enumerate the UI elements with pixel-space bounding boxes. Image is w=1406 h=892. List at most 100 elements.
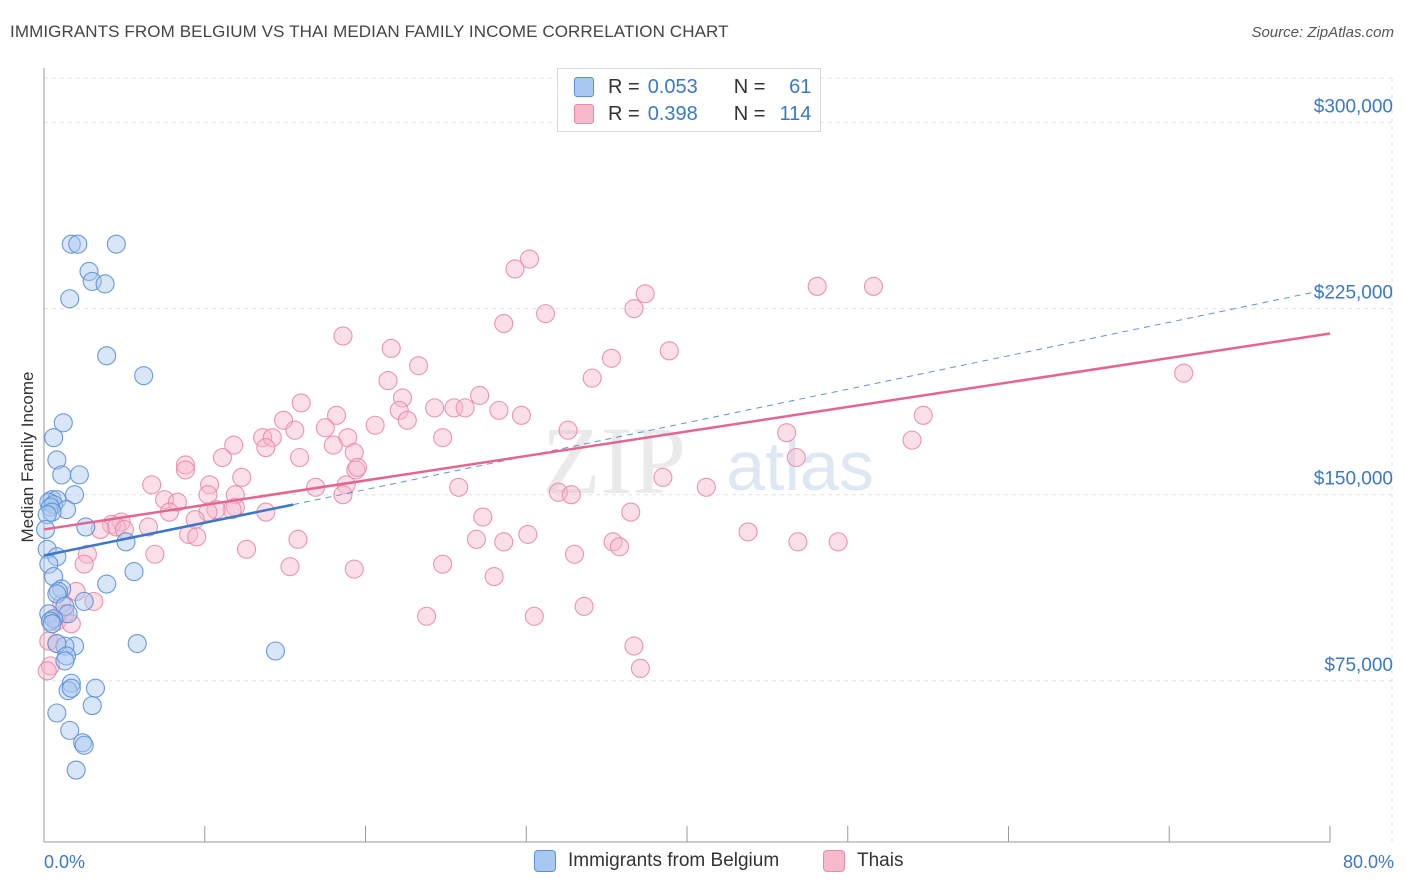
series-thais bbox=[37, 249, 1194, 681]
data-point bbox=[55, 651, 75, 671]
data-point bbox=[97, 346, 117, 366]
data-point bbox=[58, 604, 78, 624]
data-point bbox=[574, 596, 594, 616]
data-point bbox=[470, 385, 490, 406]
data-point bbox=[863, 276, 884, 296]
legend-n-label: N = bbox=[733, 102, 766, 125]
legend-r-label: R = bbox=[608, 75, 640, 98]
data-point bbox=[74, 735, 94, 755]
data-point bbox=[653, 467, 673, 487]
data-point bbox=[285, 420, 305, 440]
data-point bbox=[535, 304, 556, 324]
data-point bbox=[74, 591, 94, 611]
data-point bbox=[262, 428, 282, 448]
data-point bbox=[74, 554, 94, 574]
data-point bbox=[1174, 363, 1194, 383]
stats-legend: R = 0.053 N = 61 R = 0.398 N = 114 bbox=[557, 68, 821, 132]
data-point bbox=[52, 465, 72, 485]
data-point bbox=[505, 259, 525, 279]
data-point bbox=[145, 544, 165, 564]
data-point bbox=[333, 485, 353, 505]
data-point bbox=[609, 537, 630, 557]
data-point bbox=[53, 413, 73, 433]
data-point bbox=[127, 633, 147, 654]
data-point bbox=[444, 398, 464, 418]
data-point bbox=[327, 405, 347, 425]
data-point bbox=[175, 455, 196, 475]
data-point bbox=[37, 661, 57, 681]
data-point bbox=[97, 574, 117, 594]
data-point bbox=[344, 559, 364, 579]
data-point bbox=[116, 532, 136, 552]
data-point bbox=[61, 234, 81, 254]
data-point bbox=[200, 475, 220, 495]
data-point bbox=[124, 562, 144, 582]
data-point bbox=[484, 567, 504, 587]
data-point bbox=[333, 326, 353, 346]
y-tick-label: $75,000 bbox=[1324, 655, 1393, 676]
data-point bbox=[315, 418, 335, 438]
data-point bbox=[494, 532, 514, 552]
watermark: ZIP atlas bbox=[542, 407, 874, 514]
trend-line-belgium bbox=[43, 503, 294, 557]
data-point bbox=[37, 505, 57, 525]
legend-row-thais: R = 0.398 N = 114 bbox=[574, 100, 811, 128]
series-legend: Immigrants from Belgium Thais bbox=[0, 850, 1406, 878]
data-point bbox=[417, 606, 437, 626]
data-point bbox=[47, 703, 67, 723]
data-point bbox=[466, 529, 486, 549]
data-point bbox=[696, 477, 716, 497]
data-point bbox=[47, 450, 67, 470]
legend-n-label: N = bbox=[733, 75, 766, 98]
trend-line-belgium-extension bbox=[293, 288, 1331, 506]
series-legend-label-thais: Thais bbox=[857, 850, 904, 871]
y-tick-label: $225,000 bbox=[1314, 283, 1393, 304]
data-point bbox=[561, 485, 581, 505]
source-credit: Source: ZipAtlas.com bbox=[1251, 24, 1394, 41]
data-point bbox=[44, 495, 64, 515]
data-point bbox=[524, 606, 544, 626]
data-point bbox=[630, 658, 650, 678]
legend-r-value-thais: 0.398 bbox=[647, 102, 698, 125]
data-point bbox=[290, 447, 310, 468]
data-point bbox=[828, 532, 848, 552]
data-point bbox=[44, 428, 64, 448]
legend-row-belgium: R = 0.053 N = 61 bbox=[574, 73, 811, 101]
data-point bbox=[397, 410, 417, 430]
legend-swatch-belgium bbox=[574, 77, 594, 97]
series-legend-belgium[interactable]: Immigrants from Belgium bbox=[534, 850, 779, 872]
legend-r-label: R = bbox=[608, 102, 640, 125]
data-point bbox=[106, 234, 126, 254]
legend-n-value-belgium: 61 bbox=[789, 75, 812, 98]
legend-n-value-thais: 114 bbox=[779, 102, 812, 125]
data-point bbox=[61, 678, 81, 698]
trend-line-thais bbox=[43, 332, 1331, 531]
data-point bbox=[142, 475, 162, 495]
data-point bbox=[582, 368, 602, 388]
data-point bbox=[280, 557, 300, 577]
data-point bbox=[82, 696, 102, 716]
data-point bbox=[56, 500, 77, 520]
x-max-label: 80.0% bbox=[1342, 852, 1394, 872]
axes bbox=[43, 68, 1331, 843]
data-point bbox=[433, 428, 453, 448]
data-point bbox=[624, 636, 644, 656]
data-point bbox=[381, 338, 401, 358]
data-point bbox=[494, 313, 514, 334]
data-point bbox=[232, 467, 252, 487]
data-point bbox=[347, 457, 368, 477]
data-point bbox=[64, 485, 85, 505]
series-legend-thais[interactable]: Thais bbox=[823, 850, 903, 872]
data-point bbox=[85, 678, 105, 698]
data-point bbox=[256, 438, 276, 458]
data-point bbox=[564, 544, 585, 564]
legend-swatch-thais bbox=[574, 104, 594, 124]
data-point bbox=[84, 591, 104, 611]
data-point bbox=[167, 492, 187, 512]
y-axis-label: Median Family Income bbox=[18, 371, 37, 543]
data-point bbox=[236, 539, 257, 559]
data-point bbox=[902, 430, 922, 450]
data-point bbox=[518, 524, 538, 544]
data-point bbox=[187, 527, 207, 547]
